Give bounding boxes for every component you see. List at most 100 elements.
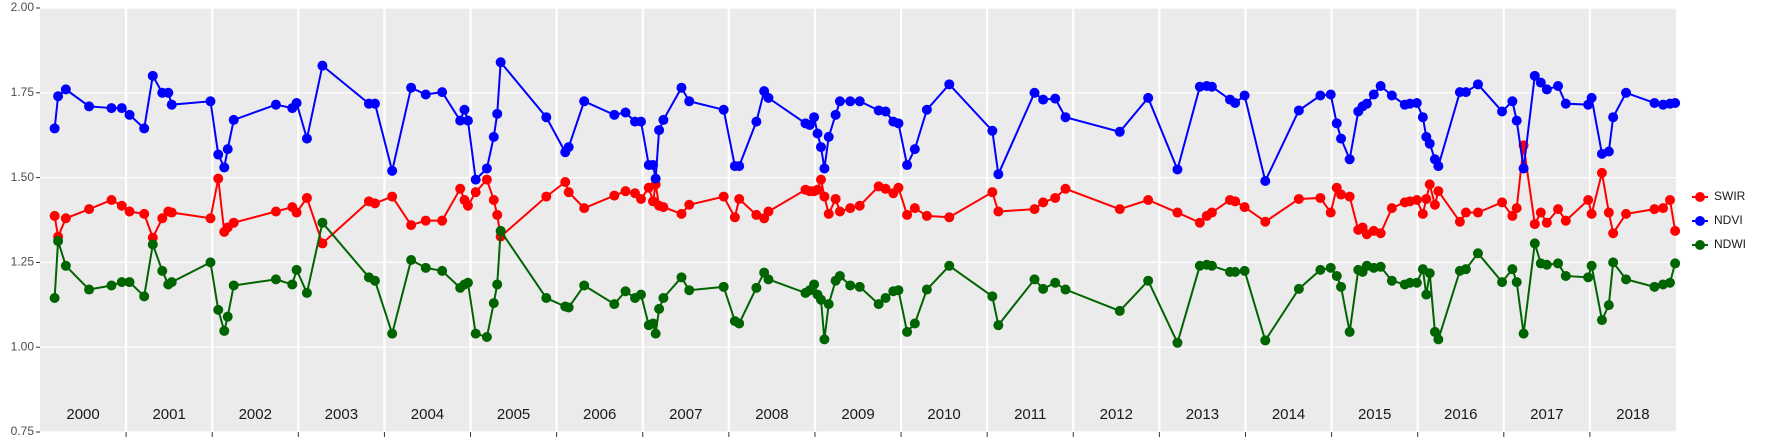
- point: [470, 187, 481, 198]
- point: [1541, 259, 1552, 270]
- point: [1535, 207, 1546, 218]
- year-label: 2017: [1530, 406, 1563, 423]
- point: [823, 208, 834, 219]
- point: [1239, 265, 1250, 276]
- point: [420, 262, 431, 273]
- point: [1583, 194, 1594, 205]
- point: [84, 101, 95, 112]
- point: [1344, 326, 1355, 337]
- point: [1239, 90, 1250, 101]
- point: [654, 125, 665, 136]
- point: [1497, 197, 1508, 208]
- point: [1206, 81, 1217, 92]
- point: [636, 289, 647, 300]
- point: [1315, 90, 1326, 101]
- point: [470, 174, 481, 185]
- point: [854, 200, 865, 211]
- point: [1658, 203, 1669, 214]
- point: [1172, 337, 1183, 348]
- point: [53, 236, 64, 247]
- point: [317, 60, 328, 71]
- point: [270, 274, 281, 285]
- point: [462, 200, 473, 211]
- point: [462, 277, 473, 288]
- point: [921, 104, 932, 115]
- point: [636, 193, 647, 204]
- point: [1553, 204, 1564, 215]
- point: [222, 144, 233, 155]
- point: [1608, 228, 1619, 239]
- y-tick-label: 1.25: [11, 255, 35, 269]
- point: [317, 238, 328, 249]
- point: [902, 160, 913, 171]
- point: [1143, 194, 1154, 205]
- y-tick-label: 2.00: [11, 0, 35, 14]
- point: [369, 98, 380, 109]
- point: [1507, 264, 1518, 275]
- point: [1608, 112, 1619, 123]
- y-tick-label: 0.75: [11, 424, 35, 438]
- point: [459, 104, 470, 115]
- point: [609, 299, 620, 310]
- point: [734, 193, 745, 204]
- point: [116, 103, 127, 114]
- point: [1460, 87, 1471, 98]
- point: [1386, 203, 1397, 214]
- legend-label: SWIR: [1714, 189, 1746, 203]
- point: [1454, 216, 1465, 227]
- point: [1649, 97, 1660, 108]
- point: [157, 213, 168, 224]
- point: [1529, 219, 1540, 230]
- legend-label: NDVI: [1714, 213, 1743, 227]
- point: [1507, 210, 1518, 221]
- point: [470, 328, 481, 339]
- point: [1050, 93, 1061, 104]
- legend-label: NDWI: [1714, 237, 1746, 251]
- point: [1194, 217, 1205, 228]
- point: [620, 186, 631, 197]
- point: [1596, 167, 1607, 178]
- point: [124, 277, 135, 288]
- point: [1460, 207, 1471, 218]
- year-label: 2005: [497, 406, 530, 423]
- point: [823, 299, 834, 310]
- point: [541, 112, 552, 123]
- point: [1260, 175, 1271, 186]
- point: [213, 304, 224, 315]
- point: [658, 293, 669, 304]
- point: [921, 284, 932, 295]
- point: [1670, 225, 1681, 236]
- point: [1336, 281, 1347, 292]
- point: [541, 191, 552, 202]
- point: [1586, 260, 1597, 271]
- year-label: 2002: [239, 406, 272, 423]
- point: [139, 123, 150, 134]
- point: [1621, 274, 1632, 285]
- point: [1293, 105, 1304, 116]
- point: [437, 265, 448, 276]
- point: [481, 332, 492, 343]
- point: [1529, 238, 1540, 249]
- point: [1553, 81, 1564, 92]
- point: [1038, 94, 1049, 105]
- point: [1497, 106, 1508, 117]
- point: [222, 311, 233, 322]
- year-label: 2016: [1444, 406, 1477, 423]
- point: [1621, 87, 1632, 98]
- point: [684, 285, 695, 296]
- point: [815, 294, 826, 305]
- point: [1621, 208, 1632, 219]
- point: [1344, 191, 1355, 202]
- point: [609, 190, 620, 201]
- point: [84, 284, 95, 295]
- point: [1421, 289, 1432, 300]
- point: [492, 108, 503, 119]
- point: [205, 213, 216, 224]
- point: [560, 177, 571, 188]
- point: [166, 99, 177, 110]
- point: [495, 225, 506, 236]
- point: [854, 96, 865, 107]
- year-label: 2015: [1358, 406, 1391, 423]
- point: [387, 165, 398, 176]
- point: [301, 287, 312, 298]
